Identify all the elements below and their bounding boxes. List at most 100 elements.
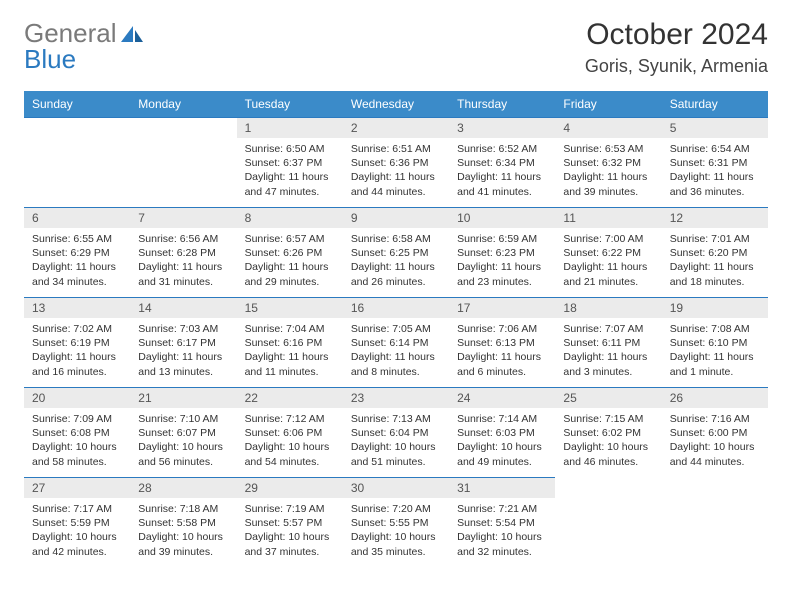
day-details: Sunrise: 7:09 AMSunset: 6:08 PMDaylight:… (24, 408, 130, 475)
day-details: Sunrise: 6:53 AMSunset: 6:32 PMDaylight:… (555, 138, 661, 205)
day-details: Sunrise: 6:50 AMSunset: 6:37 PMDaylight:… (237, 138, 343, 205)
weekday-thursday: Thursday (449, 91, 555, 117)
weekday-sunday: Sunday (24, 91, 130, 117)
daylight-text-1: Daylight: 11 hours (563, 260, 653, 274)
daylight-text-2: and 23 minutes. (457, 275, 547, 289)
day-cell: 28Sunrise: 7:18 AMSunset: 5:58 PMDayligh… (130, 477, 236, 565)
sunrise-text: Sunrise: 7:12 AM (245, 412, 335, 426)
day-number: 29 (237, 477, 343, 498)
day-number: 21 (130, 387, 236, 408)
sunrise-text: Sunrise: 6:57 AM (245, 232, 335, 246)
day-details: Sunrise: 7:10 AMSunset: 6:07 PMDaylight:… (130, 408, 236, 475)
sunrise-text: Sunrise: 7:05 AM (351, 322, 441, 336)
day-cell: 26Sunrise: 7:16 AMSunset: 6:00 PMDayligh… (662, 387, 768, 477)
day-cell: 24Sunrise: 7:14 AMSunset: 6:03 PMDayligh… (449, 387, 555, 477)
day-details: Sunrise: 6:51 AMSunset: 6:36 PMDaylight:… (343, 138, 449, 205)
daylight-text-2: and 46 minutes. (563, 455, 653, 469)
daylight-text-2: and 6 minutes. (457, 365, 547, 379)
sunset-text: Sunset: 6:10 PM (670, 336, 760, 350)
day-cell: 10Sunrise: 6:59 AMSunset: 6:23 PMDayligh… (449, 207, 555, 297)
daylight-text-2: and 35 minutes. (351, 545, 441, 559)
daylight-text-2: and 54 minutes. (245, 455, 335, 469)
daylight-text-1: Daylight: 11 hours (245, 170, 335, 184)
daylight-text-2: and 31 minutes. (138, 275, 228, 289)
day-details: Sunrise: 6:56 AMSunset: 6:28 PMDaylight:… (130, 228, 236, 295)
empty-cell (130, 117, 236, 207)
day-number: 10 (449, 207, 555, 228)
day-cell: 3Sunrise: 6:52 AMSunset: 6:34 PMDaylight… (449, 117, 555, 207)
daylight-text-1: Daylight: 10 hours (245, 440, 335, 454)
sunset-text: Sunset: 6:13 PM (457, 336, 547, 350)
day-number: 25 (555, 387, 661, 408)
weekday-tuesday: Tuesday (237, 91, 343, 117)
day-details: Sunrise: 7:13 AMSunset: 6:04 PMDaylight:… (343, 408, 449, 475)
daylight-text-1: Daylight: 10 hours (457, 440, 547, 454)
sunrise-text: Sunrise: 7:21 AM (457, 502, 547, 516)
day-number: 4 (555, 117, 661, 138)
daylight-text-1: Daylight: 10 hours (670, 440, 760, 454)
daylight-text-1: Daylight: 10 hours (245, 530, 335, 544)
daylight-text-2: and 26 minutes. (351, 275, 441, 289)
calendar-row: 13Sunrise: 7:02 AMSunset: 6:19 PMDayligh… (24, 297, 768, 387)
sunrise-text: Sunrise: 7:20 AM (351, 502, 441, 516)
daylight-text-2: and 42 minutes. (32, 545, 122, 559)
daylight-text-1: Daylight: 11 hours (670, 170, 760, 184)
sunrise-text: Sunrise: 6:52 AM (457, 142, 547, 156)
sunset-text: Sunset: 6:20 PM (670, 246, 760, 260)
empty-day-header (24, 117, 130, 138)
day-cell: 31Sunrise: 7:21 AMSunset: 5:54 PMDayligh… (449, 477, 555, 565)
sunrise-text: Sunrise: 6:58 AM (351, 232, 441, 246)
sunrise-text: Sunrise: 7:19 AM (245, 502, 335, 516)
calendar-table: Sunday Monday Tuesday Wednesday Thursday… (24, 91, 768, 565)
day-number: 18 (555, 297, 661, 318)
calendar-row: 1Sunrise: 6:50 AMSunset: 6:37 PMDaylight… (24, 117, 768, 207)
day-number: 16 (343, 297, 449, 318)
weekday-friday: Friday (555, 91, 661, 117)
day-details: Sunrise: 7:06 AMSunset: 6:13 PMDaylight:… (449, 318, 555, 385)
day-details: Sunrise: 7:15 AMSunset: 6:02 PMDaylight:… (555, 408, 661, 475)
day-details: Sunrise: 7:12 AMSunset: 6:06 PMDaylight:… (237, 408, 343, 475)
calendar-row: 6Sunrise: 6:55 AMSunset: 6:29 PMDaylight… (24, 207, 768, 297)
day-cell: 9Sunrise: 6:58 AMSunset: 6:25 PMDaylight… (343, 207, 449, 297)
sunrise-text: Sunrise: 7:02 AM (32, 322, 122, 336)
day-number: 31 (449, 477, 555, 498)
daylight-text-2: and 44 minutes. (351, 185, 441, 199)
daylight-text-1: Daylight: 11 hours (245, 350, 335, 364)
daylight-text-1: Daylight: 10 hours (457, 530, 547, 544)
sunrise-text: Sunrise: 6:54 AM (670, 142, 760, 156)
sunset-text: Sunset: 6:06 PM (245, 426, 335, 440)
daylight-text-2: and 18 minutes. (670, 275, 760, 289)
day-number: 22 (237, 387, 343, 408)
day-number: 15 (237, 297, 343, 318)
day-cell: 14Sunrise: 7:03 AMSunset: 6:17 PMDayligh… (130, 297, 236, 387)
day-cell: 13Sunrise: 7:02 AMSunset: 6:19 PMDayligh… (24, 297, 130, 387)
sunrise-text: Sunrise: 6:51 AM (351, 142, 441, 156)
weekday-saturday: Saturday (662, 91, 768, 117)
sunrise-text: Sunrise: 7:04 AM (245, 322, 335, 336)
daylight-text-2: and 49 minutes. (457, 455, 547, 469)
day-number: 13 (24, 297, 130, 318)
sunset-text: Sunset: 5:58 PM (138, 516, 228, 530)
daylight-text-2: and 56 minutes. (138, 455, 228, 469)
day-details: Sunrise: 7:21 AMSunset: 5:54 PMDaylight:… (449, 498, 555, 565)
header: General October 2024 Goris, Syunik, Arme… (24, 18, 768, 77)
day-number: 17 (449, 297, 555, 318)
day-number: 30 (343, 477, 449, 498)
sunrise-text: Sunrise: 7:15 AM (563, 412, 653, 426)
sunrise-text: Sunrise: 7:07 AM (563, 322, 653, 336)
sunrise-text: Sunrise: 6:55 AM (32, 232, 122, 246)
sunrise-text: Sunrise: 7:01 AM (670, 232, 760, 246)
day-number: 20 (24, 387, 130, 408)
daylight-text-1: Daylight: 11 hours (351, 350, 441, 364)
sunset-text: Sunset: 6:25 PM (351, 246, 441, 260)
daylight-text-2: and 39 minutes. (138, 545, 228, 559)
day-details: Sunrise: 7:04 AMSunset: 6:16 PMDaylight:… (237, 318, 343, 385)
day-number: 9 (343, 207, 449, 228)
day-cell: 18Sunrise: 7:07 AMSunset: 6:11 PMDayligh… (555, 297, 661, 387)
day-cell: 6Sunrise: 6:55 AMSunset: 6:29 PMDaylight… (24, 207, 130, 297)
day-cell: 5Sunrise: 6:54 AMSunset: 6:31 PMDaylight… (662, 117, 768, 207)
daylight-text-1: Daylight: 11 hours (563, 170, 653, 184)
day-cell: 22Sunrise: 7:12 AMSunset: 6:06 PMDayligh… (237, 387, 343, 477)
calendar-body: 1Sunrise: 6:50 AMSunset: 6:37 PMDaylight… (24, 117, 768, 565)
day-details: Sunrise: 7:14 AMSunset: 6:03 PMDaylight:… (449, 408, 555, 475)
